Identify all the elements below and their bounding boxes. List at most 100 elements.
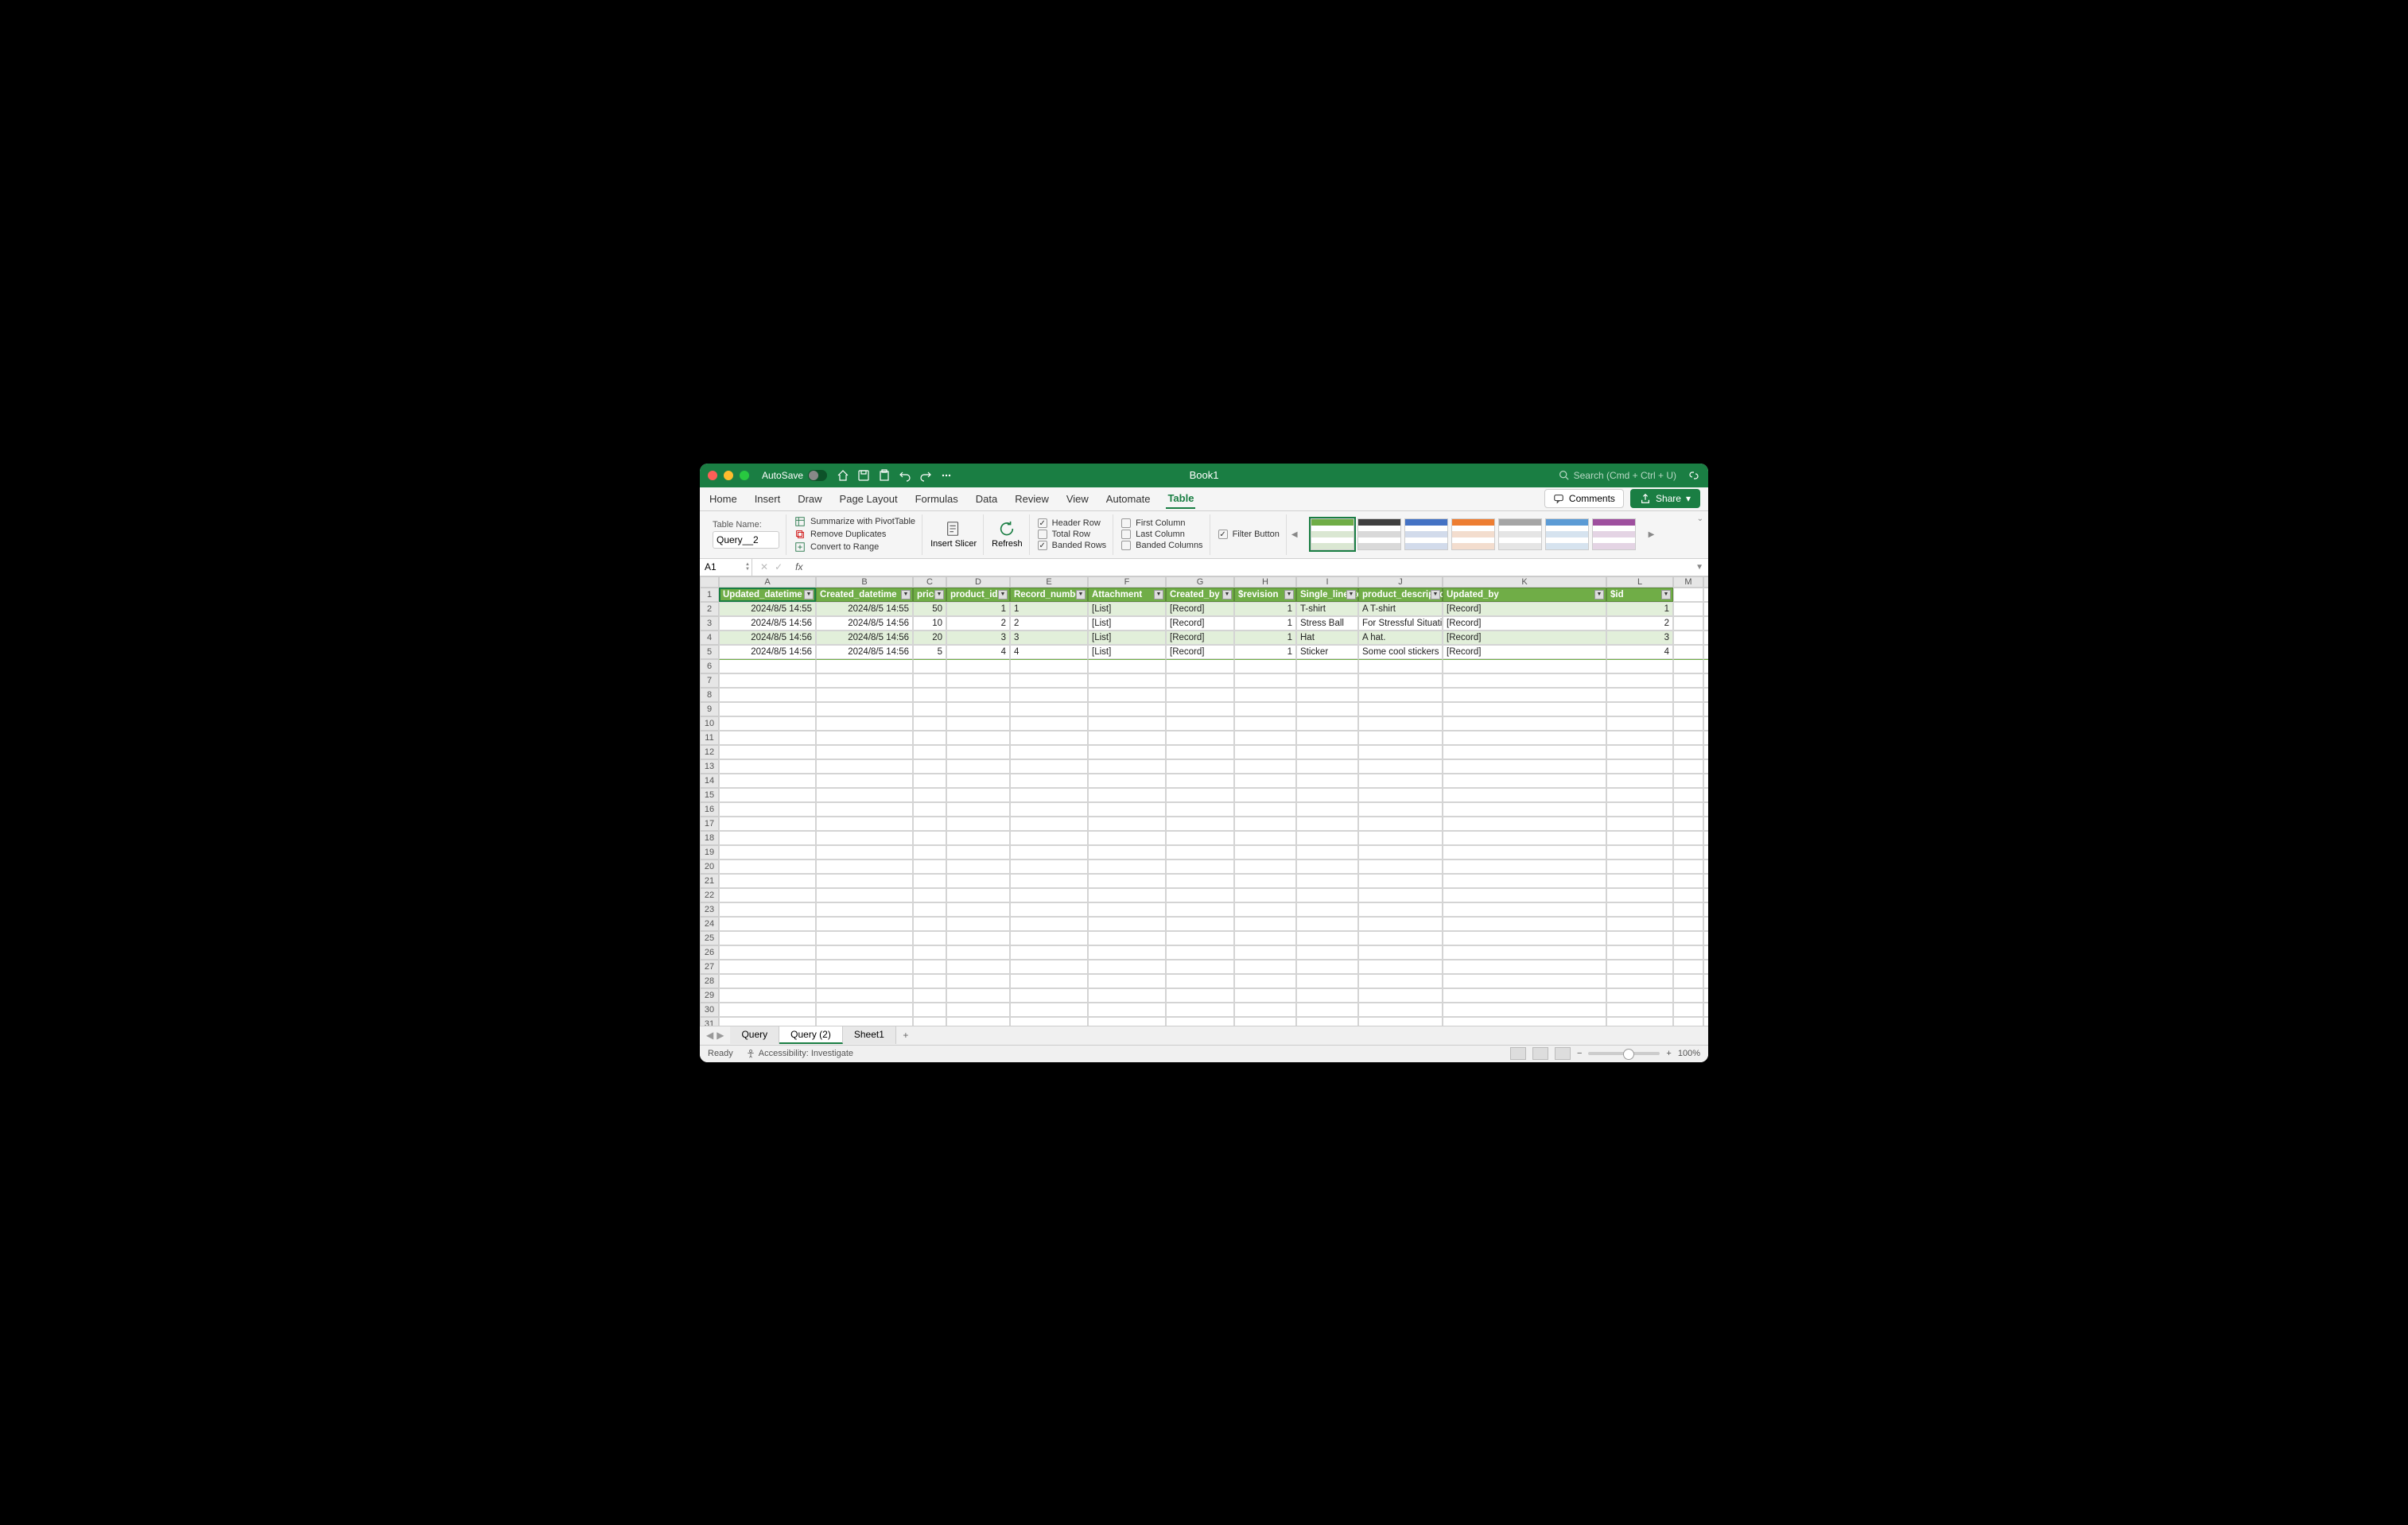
cell[interactable] <box>946 817 1010 831</box>
column-header[interactable] <box>1703 576 1708 588</box>
cell[interactable] <box>816 860 913 874</box>
cell[interactable] <box>1296 888 1358 902</box>
cell[interactable] <box>1703 945 1708 960</box>
cell[interactable] <box>1443 817 1606 831</box>
maximize-icon[interactable] <box>740 471 749 480</box>
convert-range-button[interactable]: Convert to Range <box>794 541 915 553</box>
cell[interactable] <box>1010 702 1088 716</box>
cell[interactable] <box>1234 888 1296 902</box>
cell[interactable] <box>1443 902 1606 917</box>
row-header[interactable]: 12 <box>700 745 719 759</box>
cell[interactable] <box>816 774 913 788</box>
cell[interactable] <box>946 917 1010 931</box>
cell[interactable] <box>816 917 913 931</box>
cell[interactable] <box>1010 774 1088 788</box>
cell[interactable] <box>1703 673 1708 688</box>
cell[interactable] <box>1443 874 1606 888</box>
cell[interactable] <box>1088 774 1166 788</box>
cell[interactable] <box>913 1003 946 1017</box>
cell[interactable] <box>1673 774 1703 788</box>
cell[interactable] <box>1606 802 1673 817</box>
cell[interactable] <box>1166 817 1234 831</box>
cell[interactable] <box>1358 917 1443 931</box>
cell[interactable]: [List] <box>1088 631 1166 645</box>
filter-dropdown-icon[interactable]: ▼ <box>998 590 1008 600</box>
cell[interactable] <box>1234 759 1296 774</box>
zoom-in-button[interactable]: + <box>1666 1049 1671 1058</box>
add-sheet-button[interactable]: + <box>896 1030 915 1041</box>
cell[interactable] <box>719 659 816 673</box>
cell[interactable] <box>946 716 1010 731</box>
cell[interactable] <box>816 931 913 945</box>
cell[interactable] <box>1703 602 1708 616</box>
cell[interactable]: [Record] <box>1443 631 1606 645</box>
tab-data[interactable]: Data <box>974 490 999 508</box>
cancel-formula-icon[interactable]: ✕ <box>760 561 768 572</box>
cell[interactable] <box>1234 745 1296 759</box>
cell[interactable] <box>946 902 1010 917</box>
cell[interactable] <box>1673 673 1703 688</box>
cell[interactable] <box>1296 960 1358 974</box>
cell[interactable] <box>1606 945 1673 960</box>
cell[interactable] <box>719 817 816 831</box>
table-header-cell[interactable]: Single_line_text▼ <box>1296 588 1358 602</box>
cell[interactable] <box>1703 988 1708 1003</box>
cell[interactable]: For Stressful Situations <box>1358 616 1443 631</box>
cell[interactable] <box>1234 731 1296 745</box>
table-style-swatch[interactable] <box>1311 518 1354 550</box>
cell[interactable] <box>1673 645 1703 659</box>
cell[interactable] <box>816 702 913 716</box>
cell[interactable]: 5 <box>913 645 946 659</box>
cell[interactable]: 10 <box>913 616 946 631</box>
cell[interactable] <box>1606 988 1673 1003</box>
cell[interactable] <box>946 860 1010 874</box>
cell[interactable] <box>1234 659 1296 673</box>
cell[interactable] <box>1010 974 1088 988</box>
banded-columns-checkbox[interactable]: Banded Columns <box>1121 541 1202 550</box>
cell[interactable] <box>1673 602 1703 616</box>
gallery-prev-icon[interactable]: ◀ <box>1288 530 1301 539</box>
cell[interactable] <box>1296 860 1358 874</box>
cell[interactable]: T-shirt <box>1296 602 1358 616</box>
cell[interactable] <box>1296 802 1358 817</box>
tab-view[interactable]: View <box>1065 490 1090 508</box>
cell[interactable] <box>1358 831 1443 845</box>
cell[interactable] <box>1703 716 1708 731</box>
cell[interactable] <box>816 759 913 774</box>
cell[interactable] <box>1703 917 1708 931</box>
cell[interactable] <box>1703 745 1708 759</box>
cell[interactable] <box>719 860 816 874</box>
cell[interactable] <box>1166 917 1234 931</box>
cell[interactable] <box>946 845 1010 860</box>
row-header[interactable]: 31 <box>700 1017 719 1026</box>
cell[interactable] <box>1088 702 1166 716</box>
cell[interactable] <box>913 974 946 988</box>
cell[interactable] <box>1166 745 1234 759</box>
cell[interactable] <box>1296 659 1358 673</box>
cell[interactable] <box>816 688 913 702</box>
cell[interactable] <box>1088 817 1166 831</box>
cell[interactable] <box>946 988 1010 1003</box>
cell[interactable] <box>1296 774 1358 788</box>
cell[interactable] <box>1088 1003 1166 1017</box>
cell[interactable] <box>1166 874 1234 888</box>
table-header-cell[interactable]: Attachment▼ <box>1088 588 1166 602</box>
filter-button-checkbox[interactable]: Filter Button <box>1218 530 1280 539</box>
cell[interactable] <box>1166 988 1234 1003</box>
cell[interactable] <box>946 931 1010 945</box>
cell[interactable] <box>913 860 946 874</box>
cell[interactable] <box>1088 974 1166 988</box>
cell[interactable] <box>1673 802 1703 817</box>
cell[interactable] <box>1673 759 1703 774</box>
cell[interactable] <box>913 802 946 817</box>
column-header[interactable]: F <box>1088 576 1166 588</box>
cell[interactable] <box>719 888 816 902</box>
home-icon[interactable] <box>837 469 849 482</box>
cell[interactable] <box>1088 902 1166 917</box>
select-all-corner[interactable] <box>700 576 719 588</box>
cell[interactable] <box>1606 673 1673 688</box>
cell[interactable] <box>816 988 913 1003</box>
cell[interactable] <box>1166 1017 1234 1026</box>
row-header[interactable]: 18 <box>700 831 719 845</box>
cell[interactable] <box>1358 1003 1443 1017</box>
